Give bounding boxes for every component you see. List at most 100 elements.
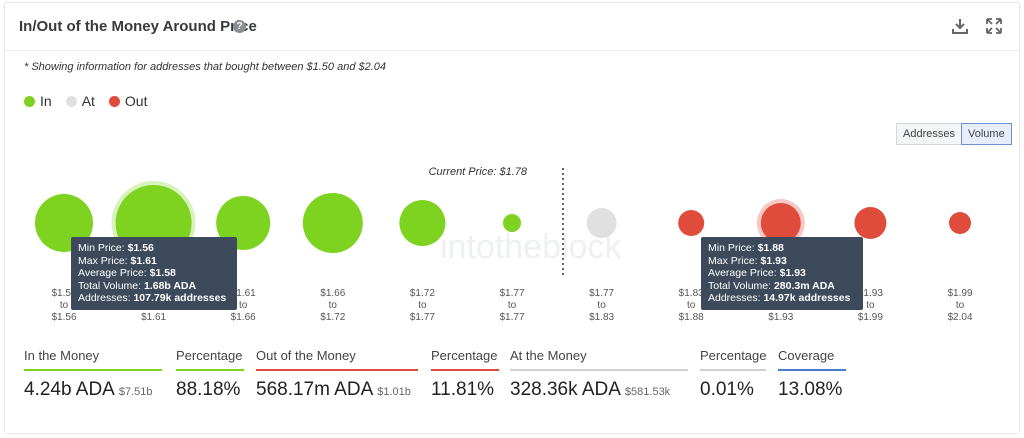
tooltip-addr-label: Addresses:: [708, 292, 761, 304]
tooltip-vol-value: 280.3m ADA: [773, 279, 835, 292]
legend-item-at[interactable]: At: [65, 93, 95, 109]
x-tick-min-5: $1.77: [499, 288, 524, 299]
x-tick-to-0: to: [60, 300, 69, 311]
addresses-toggle-button[interactable]: Addresses: [896, 123, 962, 145]
stat-sub-value: $581.53k: [624, 386, 671, 398]
stat-at-percentage: Percentage 0.01%: [700, 348, 767, 401]
tooltip-min-label: Min Price:: [78, 242, 125, 254]
help-icon[interactable]: ?: [233, 20, 246, 33]
tooltip-avg-label: Average Price:: [708, 267, 777, 279]
stat-in-percentage: Percentage 88.18%: [176, 348, 244, 401]
tooltip-avg-value: $1.58: [149, 267, 176, 279]
x-tick-max-3: $1.72: [320, 312, 345, 323]
stat-out-percentage: Percentage 11.81%: [431, 348, 499, 401]
legend-item-in[interactable]: In: [24, 93, 52, 109]
stat-value: 0.01%: [700, 379, 754, 400]
bubble-out-10: [949, 212, 971, 234]
tooltip-min-value: $1.88: [757, 242, 784, 254]
x-tick-to-5: to: [508, 300, 517, 311]
x-tick-min-3: $1.66: [320, 288, 345, 299]
tooltip-addr-value: 107.79k addresses: [133, 292, 227, 304]
tooltip-vol-value: 1.68b ADA: [143, 279, 197, 292]
tooltip-min-value: $1.56: [127, 242, 154, 254]
stat-value: 11.81%: [431, 379, 495, 400]
x-tick-min-10: $1.99: [947, 288, 972, 299]
tooltip-min-label: Min Price:: [708, 242, 755, 254]
tooltip-avg-label: Average Price:: [78, 267, 147, 279]
bubble-in-4: [399, 200, 446, 246]
card-header: In/Out of the Money Around Price ?: [5, 3, 1019, 51]
stat-value: 568.17m ADA: [256, 379, 374, 400]
stat-label: In the Money: [24, 348, 162, 371]
legend-label-in: In: [40, 93, 52, 109]
stat-value: 88.18%: [176, 379, 241, 400]
tooltip-min-row: Min Price: $1.88: [708, 242, 856, 255]
tooltip-bin-8: Min Price: $1.88 Max Price: $1.93 Averag…: [701, 237, 863, 310]
x-tick-max-7: $1.88: [679, 312, 704, 323]
tooltip-vol-row: Total Volume: 280.3m ADA: [708, 280, 856, 293]
x-tick-min-4: $1.72: [410, 288, 435, 299]
legend-dot-in: [24, 95, 35, 107]
stat-label: Percentage: [176, 348, 244, 371]
x-tick-to-3: to: [329, 300, 338, 311]
stat-label: At the Money: [510, 348, 688, 371]
tooltip-max-value: $1.93: [760, 254, 787, 267]
tooltip-avg-value: $1.93: [779, 267, 806, 279]
stat-value: 328.36k ADA: [510, 379, 621, 400]
x-tick-max-8: $1.93: [768, 312, 793, 323]
download-icon[interactable]: [951, 17, 969, 35]
x-tick-max-5: $1.77: [499, 312, 524, 323]
tooltip-addr-label: Addresses:: [78, 292, 131, 304]
stat-label: Out of the Money: [256, 348, 418, 371]
legend-item-out[interactable]: Out: [108, 93, 148, 109]
tooltip-min-row: Min Price: $1.56: [78, 242, 230, 255]
x-tick-min-9: $1.93: [858, 288, 883, 299]
stat-sub-value: $1.01b: [377, 386, 411, 398]
expand-icon[interactable]: [985, 17, 1003, 35]
volume-toggle-button[interactable]: Volume: [961, 123, 1012, 145]
tooltip-vol-label: Total Volume:: [708, 279, 772, 292]
legend: In At Out: [24, 93, 148, 109]
bubble-in-2: [216, 196, 271, 250]
x-tick-max-2: $1.66: [231, 312, 256, 323]
x-tick-to-10: to: [956, 300, 965, 311]
current-price-label: Current Price: $1.78: [429, 166, 528, 178]
tooltip-max-label: Max Price:: [78, 254, 128, 267]
tooltip-vol-row: Total Volume: 1.68b ADA: [78, 280, 230, 293]
x-tick-to-9: to: [866, 300, 875, 311]
tooltip-avg-row: Average Price: $1.58: [78, 267, 230, 280]
tooltip-addr-row: Addresses: 107.79k addresses: [78, 292, 230, 305]
x-tick-min-7: $1.83: [679, 288, 704, 299]
x-tick-max-4: $1.77: [410, 312, 435, 323]
stat-label: Percentage: [700, 348, 767, 371]
stat-value-row: 4.24b ADA $7.51b: [24, 379, 162, 401]
bubble-out-8: [760, 203, 801, 243]
tooltip-addr-row: Addresses: 14.97k addresses: [708, 292, 856, 305]
stat-value: 4.24b ADA: [24, 379, 115, 400]
stat-at-the-money: At the Money 328.36k ADA $581.53k: [510, 348, 688, 401]
bubble-in-5: [503, 214, 521, 232]
x-tick-to-4: to: [418, 300, 427, 311]
x-tick-max-0: $1.56: [51, 312, 76, 323]
stat-sub-value: $7.51b: [118, 386, 153, 398]
x-tick-to-6: to: [597, 300, 606, 311]
x-tick-min-0: $1.50: [51, 288, 76, 299]
stat-value: 13.08%: [778, 379, 843, 400]
stat-coverage: Coverage 13.08%: [778, 348, 846, 401]
tooltip-max-label: Max Price:: [708, 254, 758, 267]
legend-dot-at: [65, 95, 77, 107]
stat-value-row: 568.17m ADA $1.01b: [256, 379, 418, 401]
tooltip-addr-value: 14.97k addresses: [763, 292, 851, 304]
stat-out-of-the-money: Out of the Money 568.17m ADA $1.01b: [256, 348, 418, 401]
tooltip-bin-1: Min Price: $1.56 Max Price: $1.61 Averag…: [71, 237, 237, 310]
bubble-out-9: [854, 207, 887, 239]
filter-note: * Showing information for addresses that…: [24, 61, 387, 73]
bubble-at-6: [586, 208, 617, 238]
legend-dot-out: [108, 95, 120, 107]
x-tick-to-2: to: [239, 300, 248, 311]
x-tick-max-9: $1.99: [858, 312, 883, 323]
tooltip-avg-row: Average Price: $1.93: [708, 267, 856, 280]
tooltip-max-row: Max Price: $1.61: [78, 255, 230, 268]
x-tick-max-1: $1.61: [141, 312, 166, 323]
